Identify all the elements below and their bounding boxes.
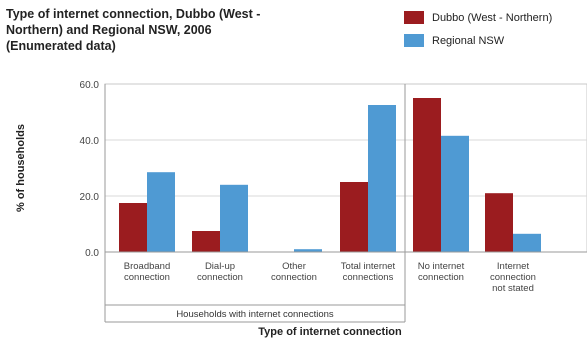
chart-title-line-2: Northern) and Regional NSW, 2006 <box>6 23 212 37</box>
category-label: connection <box>490 272 536 283</box>
y-tick-label: 20.0 <box>80 192 100 203</box>
group-bracket: Households with internet connections <box>104 252 406 323</box>
legend-swatch-regional-nsw <box>404 34 424 47</box>
category-label: Internet <box>497 261 530 272</box>
bar-dubbo-3 <box>340 182 368 252</box>
category-label: Broadband <box>124 261 170 272</box>
bar-dubbo-1 <box>192 231 220 252</box>
category-label: connection <box>418 272 464 283</box>
category-label: not stated <box>492 283 534 294</box>
bar-dubbo-5 <box>485 193 513 252</box>
x-axis-title: Type of internet connection <box>258 326 402 338</box>
category-labels: BroadbandconnectionDial-upconnectionOthe… <box>124 261 536 294</box>
legend-label-dubbo: Dubbo (West - Northern) <box>432 12 552 24</box>
legend-swatch-dubbo <box>404 11 424 24</box>
bar-dubbo-4 <box>413 98 441 252</box>
category-label: connection <box>271 272 317 283</box>
bars <box>119 98 541 252</box>
category-label: Dial-up <box>205 261 235 272</box>
category-label: connections <box>343 272 394 283</box>
category-label: Total internet <box>341 261 396 272</box>
y-tick-labels: 0.0 20.0 40.0 60.0 <box>80 80 100 259</box>
bar-dubbo-0 <box>119 203 147 252</box>
category-label: connection <box>124 272 170 283</box>
bar-regional-nsw-2 <box>294 249 322 252</box>
chart-title-line-3: (Enumerated data) <box>6 39 116 53</box>
y-tick-label: 0.0 <box>85 248 99 259</box>
y-axis-title: % of households <box>15 124 27 212</box>
bar-regional-nsw-3 <box>368 105 396 252</box>
bar-regional-nsw-0 <box>147 172 175 252</box>
y-tick-label: 40.0 <box>80 136 100 147</box>
plot-area <box>104 83 587 282</box>
category-label: No internet <box>418 261 465 272</box>
category-label: Other <box>282 261 306 272</box>
legend-label-regional-nsw: Regional NSW <box>432 35 505 47</box>
y-tick-label: 60.0 <box>80 80 100 91</box>
bar-regional-nsw-1 <box>220 184 248 252</box>
bar-regional-nsw-5 <box>513 233 541 252</box>
group-label: Households with internet connections <box>176 309 334 320</box>
chart-title-line-1: Type of internet connection, Dubbo (West… <box>6 7 260 21</box>
bar-regional-nsw-4 <box>441 135 469 252</box>
legend: Dubbo (West - Northern) Regional NSW <box>404 11 552 47</box>
category-label: connection <box>197 272 243 283</box>
